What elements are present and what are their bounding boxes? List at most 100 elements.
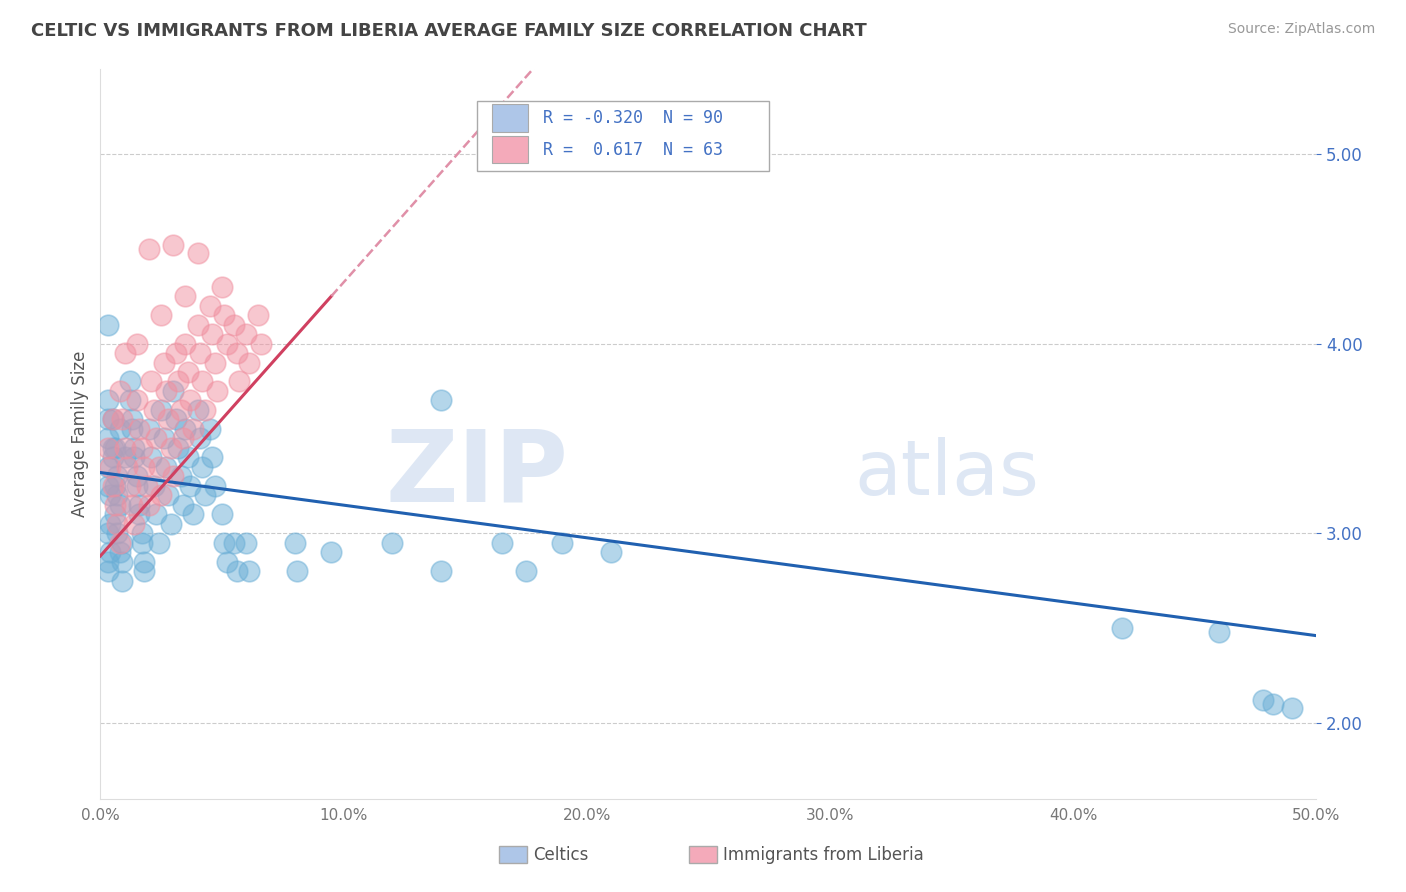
Point bbox=[118, 479, 141, 493]
Point bbox=[162, 469, 184, 483]
Point bbox=[224, 318, 246, 332]
Point bbox=[224, 535, 246, 549]
Point bbox=[124, 450, 146, 465]
Text: Source: ZipAtlas.com: Source: ZipAtlas.com bbox=[1227, 22, 1375, 37]
Point bbox=[101, 450, 124, 465]
Point bbox=[174, 289, 197, 303]
Point bbox=[177, 365, 200, 379]
Point bbox=[174, 422, 197, 436]
Point bbox=[142, 403, 165, 417]
Point bbox=[187, 403, 209, 417]
Point bbox=[135, 479, 157, 493]
Point bbox=[98, 488, 121, 502]
Text: atlas: atlas bbox=[855, 437, 1039, 511]
Point bbox=[165, 412, 187, 426]
Point bbox=[141, 450, 163, 465]
Point bbox=[97, 431, 120, 445]
Point bbox=[134, 564, 156, 578]
Point bbox=[125, 469, 148, 483]
Point bbox=[194, 403, 217, 417]
Point bbox=[150, 308, 173, 322]
Point bbox=[155, 384, 177, 398]
Point bbox=[142, 479, 165, 493]
Point bbox=[204, 479, 226, 493]
Point bbox=[138, 242, 160, 256]
Point bbox=[160, 441, 183, 455]
Point bbox=[1208, 624, 1230, 639]
Point bbox=[179, 393, 201, 408]
Point bbox=[179, 479, 201, 493]
Point bbox=[104, 479, 127, 493]
Point bbox=[600, 545, 623, 559]
Point bbox=[211, 508, 233, 522]
Point bbox=[1111, 621, 1133, 635]
Point bbox=[104, 498, 127, 512]
Point bbox=[124, 441, 146, 455]
Point bbox=[111, 412, 134, 426]
Point bbox=[155, 459, 177, 474]
Text: CELTIC VS IMMIGRANTS FROM LIBERIA AVERAGE FAMILY SIZE CORRELATION CHART: CELTIC VS IMMIGRANTS FROM LIBERIA AVERAG… bbox=[31, 22, 866, 40]
Point bbox=[145, 508, 167, 522]
Point bbox=[551, 535, 574, 549]
Point bbox=[108, 422, 131, 436]
Point bbox=[162, 384, 184, 398]
Point bbox=[128, 508, 150, 522]
Point bbox=[172, 431, 194, 445]
Point bbox=[104, 441, 127, 455]
Point bbox=[97, 441, 120, 455]
Point bbox=[131, 535, 153, 549]
Point bbox=[225, 346, 247, 360]
Point bbox=[238, 564, 260, 578]
Point bbox=[205, 384, 228, 398]
Point bbox=[101, 412, 124, 426]
Point bbox=[160, 516, 183, 531]
Point bbox=[157, 488, 180, 502]
Point bbox=[101, 412, 124, 426]
Point bbox=[187, 318, 209, 332]
Point bbox=[145, 431, 167, 445]
Point bbox=[152, 355, 174, 369]
Point bbox=[121, 412, 143, 426]
Point bbox=[1281, 700, 1303, 714]
Point bbox=[108, 535, 131, 549]
Point bbox=[188, 431, 211, 445]
Text: R = -0.320  N = 90: R = -0.320 N = 90 bbox=[543, 109, 723, 128]
Point bbox=[187, 245, 209, 260]
Point bbox=[235, 327, 257, 342]
Point bbox=[105, 469, 128, 483]
Point bbox=[125, 393, 148, 408]
Point bbox=[381, 535, 404, 549]
Point bbox=[97, 393, 120, 408]
Point bbox=[138, 498, 160, 512]
Point bbox=[225, 564, 247, 578]
Point bbox=[101, 479, 124, 493]
Point bbox=[148, 535, 170, 549]
Point bbox=[134, 459, 156, 474]
Point bbox=[150, 488, 173, 502]
Point bbox=[198, 422, 221, 436]
Point bbox=[105, 488, 128, 502]
Point bbox=[98, 516, 121, 531]
Point bbox=[214, 535, 236, 549]
Y-axis label: Average Family Size: Average Family Size bbox=[72, 351, 89, 516]
Point bbox=[97, 526, 120, 541]
Point bbox=[114, 346, 136, 360]
Point bbox=[1251, 693, 1274, 707]
Point bbox=[121, 422, 143, 436]
Point bbox=[215, 555, 238, 569]
Point bbox=[165, 346, 187, 360]
Point bbox=[118, 375, 141, 389]
Point bbox=[285, 564, 308, 578]
Point bbox=[97, 318, 120, 332]
Point bbox=[118, 393, 141, 408]
Text: R =  0.617  N = 63: R = 0.617 N = 63 bbox=[543, 141, 723, 159]
Point bbox=[114, 450, 136, 465]
Point bbox=[104, 508, 127, 522]
Point bbox=[108, 545, 131, 559]
Point bbox=[114, 441, 136, 455]
Point bbox=[201, 327, 224, 342]
Point bbox=[191, 459, 214, 474]
Point bbox=[141, 375, 163, 389]
Point bbox=[228, 375, 250, 389]
Point bbox=[172, 498, 194, 512]
